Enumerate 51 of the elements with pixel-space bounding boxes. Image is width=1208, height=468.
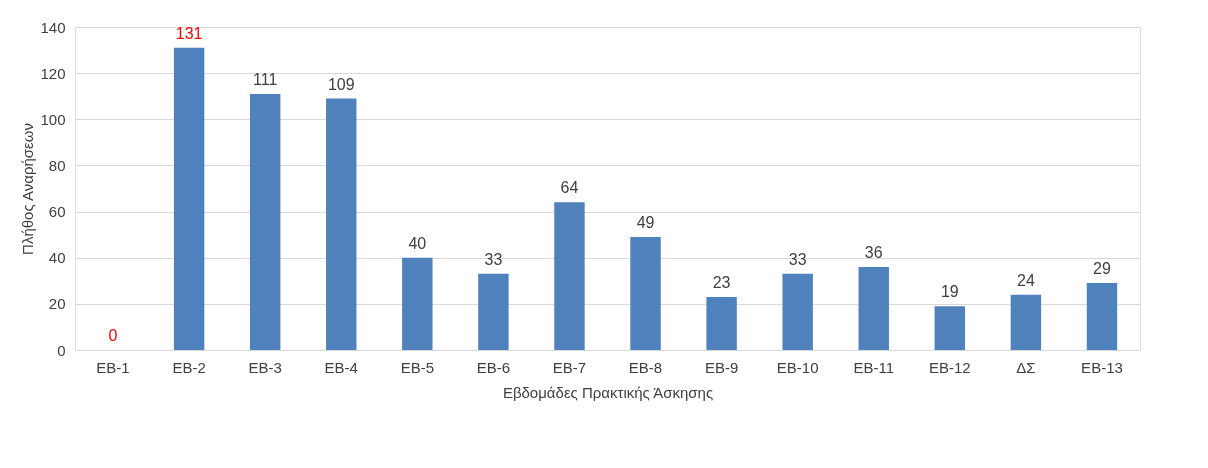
data-label: 29 (1093, 260, 1111, 278)
x-tick-label: ΕΒ-11 (853, 358, 895, 376)
y-tick-label: 20 (48, 295, 66, 313)
x-tick-label: ΕΒ-9 (704, 358, 739, 376)
bar (858, 266, 889, 350)
data-label: 40 (408, 234, 427, 252)
y-tick-label: 0 (57, 341, 66, 359)
x-tick-label: ΕΒ-1 (96, 358, 130, 376)
data-label: 49 (636, 213, 655, 231)
x-tick-label: ΕΒ-12 (928, 358, 971, 376)
data-label: 64 (560, 179, 579, 197)
bar (326, 98, 357, 350)
x-tick-label: ΕΒ-3 (248, 358, 282, 376)
y-tick-label: 80 (48, 156, 66, 174)
y-tick-label: 140 (40, 18, 66, 36)
data-label: 33 (788, 250, 807, 268)
bar (1010, 294, 1042, 350)
data-label: 36 (864, 243, 883, 261)
y-tick-label: 100 (40, 110, 66, 128)
x-tick-label: ΔΣ (1016, 358, 1036, 376)
x-tick-label: ΕΒ-13 (1081, 358, 1123, 376)
data-label: 131 (175, 24, 203, 42)
bar (478, 273, 509, 350)
x-tick-label: ΕΒ-2 (172, 358, 206, 376)
data-label: 111 (253, 70, 278, 88)
x-tick-label: ΕΒ-5 (400, 358, 434, 376)
x-tick-label: ΕΒ-4 (324, 358, 358, 376)
data-label: 23 (712, 273, 731, 291)
bar (934, 306, 966, 350)
bar (173, 47, 205, 350)
bar (630, 236, 661, 350)
bar (1086, 283, 1118, 350)
data-label: 109 (327, 75, 355, 93)
data-label: 19 (940, 283, 959, 301)
x-tick-label: ΕΒ-8 (628, 358, 663, 376)
data-label: 33 (484, 250, 503, 268)
y-axis-title: Πλήθος Αναρήσεων (19, 123, 37, 255)
x-tick-label: ΕΒ-10 (776, 358, 819, 376)
y-tick-label: 120 (40, 64, 66, 82)
bar (249, 93, 281, 350)
data-label: 24 (1016, 271, 1035, 289)
bar (706, 296, 737, 350)
bar (554, 202, 585, 350)
bar (782, 273, 813, 350)
y-tick-label: 60 (48, 203, 66, 221)
x-tick-label: ΕΒ-6 (476, 358, 511, 376)
data-label: 0 (108, 327, 118, 344)
x-axis-title: Εβδομάδες Πρακτικής Άσκησης (502, 383, 714, 401)
bar (402, 257, 433, 350)
x-tick-label: ΕΒ-7 (552, 358, 587, 376)
y-tick-label: 40 (48, 249, 66, 267)
